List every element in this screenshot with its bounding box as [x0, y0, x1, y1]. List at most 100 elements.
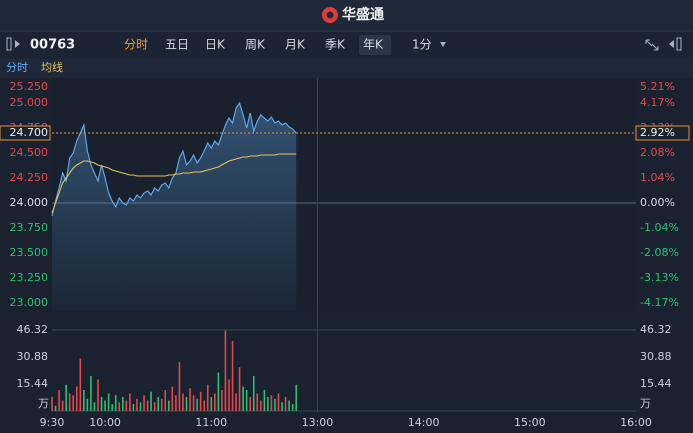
volume-bar — [132, 404, 135, 411]
volume-bar — [288, 400, 290, 411]
y2-tick-label: 30.88 — [640, 350, 672, 363]
volume-bar — [164, 390, 167, 411]
volume-bar — [267, 397, 269, 411]
volume-bar — [242, 386, 244, 411]
side-toggle[interactable] — [6, 37, 20, 51]
volume-bar — [231, 341, 234, 411]
volume-bar — [54, 405, 57, 411]
x-tick-label: 9:30 — [40, 416, 65, 429]
volume-bar — [114, 395, 117, 411]
last-change-label: 2.92% — [640, 126, 675, 139]
volume-bar — [97, 379, 99, 411]
y2-tick-label: 5.21% — [640, 80, 675, 93]
plot: 25.25025.00024.75024.50024.25024.00023.7… — [0, 78, 690, 429]
y2-tick-label: 4.17% — [640, 96, 675, 109]
volume-bar — [238, 367, 241, 411]
volume-bar — [86, 398, 89, 411]
volume-bar — [121, 397, 124, 411]
x-tick-label: 15:00 — [514, 416, 546, 429]
volume-bar — [203, 400, 205, 411]
x-tick-label: 10:00 — [89, 416, 121, 429]
tab[interactable]: 日K — [205, 38, 226, 52]
stock-code: 00763 — [30, 38, 75, 53]
volume-bar — [143, 395, 145, 411]
y2-tick-label: 0.00% — [640, 196, 675, 209]
volume-bar — [270, 395, 273, 411]
volume-bar — [224, 330, 227, 411]
last-price-box — [0, 125, 51, 141]
volume-bar — [146, 400, 149, 411]
volume-bar — [214, 393, 216, 411]
tab[interactable]: 周K — [245, 38, 266, 52]
volume-bar — [178, 362, 181, 411]
y2-tick-label: -2.08% — [640, 246, 679, 259]
volume-bar — [295, 384, 298, 411]
tab[interactable]: 年K — [363, 38, 384, 52]
volume-bar — [199, 391, 202, 411]
y-tick-label: 24.250 — [10, 171, 49, 184]
volume-bar — [168, 400, 170, 411]
unit-label: 万 — [38, 397, 49, 410]
volume-bar — [58, 390, 60, 411]
volume-bar — [249, 397, 252, 411]
volume-bar — [75, 386, 78, 411]
volume-bar — [235, 393, 237, 411]
volume-bar — [139, 402, 142, 411]
y-tick-label: 25.250 — [10, 80, 49, 93]
volume-bar — [51, 397, 53, 411]
volume-bar — [68, 393, 71, 411]
volume-bar — [79, 358, 82, 411]
volume-bar — [72, 395, 75, 411]
volume-bar — [252, 376, 255, 411]
series-line — [51, 101, 297, 217]
last-change-box — [635, 125, 690, 141]
volume-bar — [125, 400, 128, 411]
volume-bar — [118, 402, 121, 411]
expand-icon[interactable] — [645, 39, 659, 51]
tab[interactable]: 五日 — [165, 38, 189, 52]
last-price-label: 24.700 — [10, 126, 49, 139]
legend-entry: 分时 — [6, 61, 28, 74]
y2-tick-label: 1.04% — [640, 171, 675, 184]
panel-toggle[interactable] — [669, 37, 682, 51]
volume-bar — [129, 393, 131, 411]
series-line — [51, 153, 297, 214]
tab[interactable]: 月K — [285, 38, 306, 52]
volume-bar — [281, 402, 283, 411]
y2-tick-label: 2.08% — [640, 146, 675, 159]
volume-bar — [284, 397, 287, 411]
volume-bar — [274, 398, 276, 411]
y-tick-label: 23.750 — [10, 221, 49, 234]
volume-bar — [160, 398, 163, 411]
volume-bar — [206, 384, 209, 411]
interval-select[interactable]: 1分 — [412, 38, 432, 52]
legend: 分时 均线 — [6, 60, 63, 74]
y-tick-label: 25.000 — [10, 96, 49, 109]
tab[interactable]: 分时 — [124, 38, 148, 52]
y-tick-label: 23.250 — [10, 271, 49, 284]
volume-bar — [93, 402, 96, 411]
y2-tick-label: 15.44 — [640, 377, 672, 390]
x-tick-label: 11:00 — [195, 416, 227, 429]
volume-bar — [100, 397, 103, 411]
x-tick-label: 13:00 — [302, 416, 334, 429]
brand-logo — [322, 7, 338, 23]
volume-bar — [61, 400, 64, 411]
volume-bar — [192, 395, 195, 411]
price-area — [52, 103, 297, 311]
legend-bar — [0, 59, 693, 78]
y-tick-label: 23.500 — [10, 246, 49, 259]
volume-bar — [260, 400, 262, 411]
volume-bar — [153, 402, 156, 411]
x-tick-label: 14:00 — [408, 416, 440, 429]
toolbar — [0, 31, 693, 59]
volume-bar — [291, 404, 294, 411]
volume-bar — [171, 386, 174, 411]
dropdown-arrow[interactable] — [440, 42, 446, 47]
volume-bar — [256, 393, 259, 411]
volume-bar — [245, 390, 248, 411]
tab[interactable]: 季K — [325, 38, 346, 52]
legend-entry: 均线 — [41, 60, 63, 74]
